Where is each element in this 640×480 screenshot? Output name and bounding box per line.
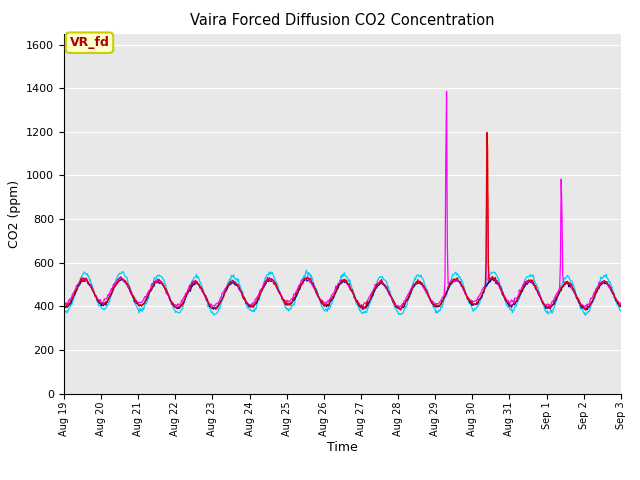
West soil: [483, 130, 491, 135]
West soil: [60, 303, 68, 309]
North soil: [70, 293, 78, 299]
West air: [580, 305, 588, 311]
North air: [70, 294, 78, 300]
Y-axis label: CO2 (ppm): CO2 (ppm): [8, 180, 20, 248]
West air: [127, 291, 135, 297]
West air: [617, 300, 625, 306]
X-axis label: Time: Time: [327, 442, 358, 455]
North air: [184, 287, 192, 293]
North soil: [489, 276, 497, 282]
West soil: [428, 298, 435, 304]
North soil: [184, 290, 192, 296]
North air: [303, 267, 310, 273]
Line: North soil: North soil: [64, 279, 621, 310]
West air: [426, 295, 434, 301]
West soil: [214, 302, 221, 308]
West air: [60, 302, 68, 308]
West soil: [184, 289, 192, 295]
West air: [410, 281, 418, 287]
North soil: [582, 307, 590, 313]
Line: West soil: West soil: [64, 132, 621, 310]
North air: [60, 307, 68, 313]
West air: [214, 300, 221, 306]
North air: [411, 276, 419, 281]
North air: [581, 312, 589, 318]
West soil: [397, 307, 404, 313]
West air: [443, 88, 451, 94]
North air: [428, 299, 435, 304]
North soil: [426, 297, 434, 302]
West soil: [70, 292, 78, 298]
West soil: [411, 282, 419, 288]
Text: VR_fd: VR_fd: [70, 36, 109, 49]
West air: [70, 289, 78, 295]
Line: North air: North air: [64, 270, 621, 315]
Line: West air: West air: [64, 91, 621, 308]
North soil: [410, 284, 418, 289]
Title: Vaira Forced Diffusion CO2 Concentration: Vaira Forced Diffusion CO2 Concentration: [190, 13, 495, 28]
North air: [617, 308, 625, 314]
North air: [127, 288, 135, 294]
North soil: [127, 291, 135, 297]
North soil: [214, 305, 221, 311]
West soil: [127, 289, 135, 295]
North air: [214, 310, 221, 315]
North soil: [60, 303, 68, 309]
West soil: [617, 302, 625, 308]
West air: [184, 287, 192, 292]
North soil: [617, 304, 625, 310]
